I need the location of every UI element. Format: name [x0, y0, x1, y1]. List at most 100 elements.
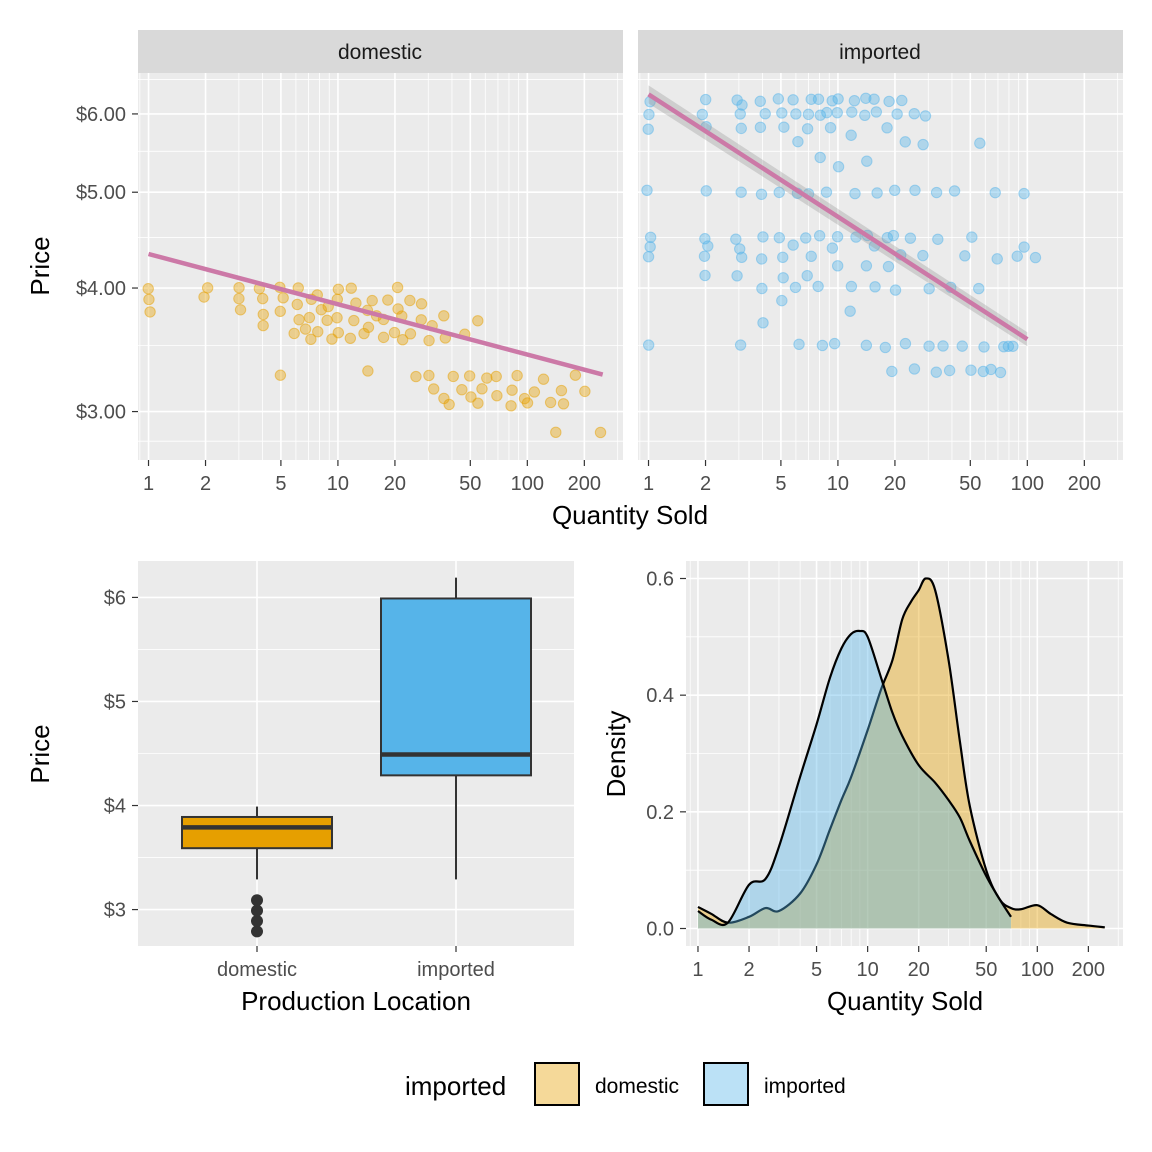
data-point-imported — [948, 185, 961, 197]
data-point-domestic — [345, 282, 357, 294]
data-point-domestic — [392, 303, 404, 315]
density-curve-imported — [697, 629, 1012, 927]
data-point-domestic — [447, 370, 459, 383]
trend-line-imported — [647, 92, 1029, 342]
data-point-domestic — [362, 321, 375, 334]
data-point-imported — [879, 341, 892, 354]
data-point-domestic — [472, 397, 484, 409]
facet-strip-domestic: domestic — [138, 30, 623, 73]
data-point-imported — [787, 94, 799, 106]
data-point-imported — [871, 187, 883, 199]
y-tick-label: $3 — [104, 900, 126, 922]
data-point-imported — [943, 364, 956, 377]
data-point-imported — [734, 108, 746, 120]
data-point-imported — [757, 317, 769, 329]
data-point-imported — [896, 94, 908, 107]
data-point-domestic — [257, 319, 269, 332]
x-tick-label: 1 — [143, 473, 154, 495]
data-point-domestic — [415, 298, 428, 310]
data-point-imported — [826, 242, 839, 254]
data-point-imported — [881, 122, 893, 134]
data-point-imported — [989, 186, 1001, 199]
data-point-imported — [736, 99, 748, 111]
data-point-imported — [937, 340, 949, 352]
data-point-domestic — [404, 328, 417, 340]
data-point-imported — [812, 280, 824, 293]
data-point-imported — [789, 281, 802, 294]
facet-label-domestic: domestic — [338, 41, 422, 64]
scatter-axes: 1 2 5 10 20 50 100 200 1 2 5 10 20 50 100 200 $3.00 $4.00… — [76, 104, 1101, 495]
data-point-imported — [994, 366, 1007, 379]
data-point-imported — [886, 365, 898, 378]
data-point-imported — [821, 106, 833, 119]
box-plot-axes: $3 $4 $5 $6 domestic imported — [104, 587, 495, 981]
data-point-domestic — [491, 389, 503, 402]
scatter-y-axis-title: Price — [25, 236, 55, 295]
legend-key-imported — [703, 1062, 749, 1106]
data-point-imported — [790, 108, 802, 120]
data-point-imported — [917, 249, 929, 262]
data-point-imported — [702, 240, 714, 252]
scatter-panel-domestic — [138, 73, 623, 460]
data-point-domestic — [569, 369, 582, 381]
data-point-imported — [642, 339, 655, 351]
data-point-imported — [734, 243, 746, 255]
data-point-imported — [860, 92, 872, 104]
data-point-imported — [735, 186, 747, 198]
data-point-domestic — [377, 331, 390, 344]
data-point-imported — [881, 232, 894, 244]
y-tick-label: $5.00 — [76, 182, 126, 204]
x-tick-label: imported — [417, 959, 495, 981]
x-tick-label: 2 — [200, 473, 211, 495]
data-point-domestic — [594, 426, 607, 439]
data-point-imported — [759, 108, 771, 120]
data-point-domestic — [410, 370, 422, 383]
data-point-imported — [757, 231, 769, 243]
data-point-domestic — [288, 327, 300, 340]
y-tick-label: 0.4 — [646, 685, 674, 707]
data-point-imported — [930, 186, 943, 199]
outlier-point-domestic — [251, 925, 263, 938]
data-point-domestic — [391, 281, 404, 294]
data-point-imported — [699, 233, 711, 245]
scatter-x-axis-title: Quantity Sold — [552, 500, 708, 530]
data-point-imported — [846, 106, 858, 118]
data-point-imported — [869, 281, 881, 293]
x-tick-label: 2 — [743, 959, 754, 981]
trend-line-domestic — [147, 251, 604, 377]
box-plot-panel — [138, 561, 574, 946]
data-point-domestic — [490, 370, 502, 383]
data-point-imported — [1007, 340, 1019, 352]
data-point-imported — [777, 251, 789, 263]
data-point-imported — [985, 363, 997, 376]
scatter-panel-imported — [638, 73, 1123, 460]
data-point-imported — [700, 185, 712, 197]
box-y-axis-title: Price — [25, 724, 55, 783]
data-point-imported — [1029, 251, 1042, 264]
data-point-domestic — [233, 282, 245, 294]
data-point-domestic — [331, 312, 343, 324]
data-point-imported — [1018, 241, 1030, 253]
data-point-imported — [860, 339, 873, 352]
data-point-domestic — [315, 304, 327, 316]
data-point-imported — [844, 305, 856, 317]
data-point-imported — [801, 123, 814, 135]
facet-strip-imported: imported — [638, 30, 1123, 73]
data-point-imported — [735, 122, 747, 135]
data-point-imported — [801, 269, 813, 282]
data-point-imported — [832, 93, 844, 105]
data-point-domestic — [511, 369, 523, 382]
data-point-domestic — [293, 313, 305, 326]
x-tick-label: domestic — [217, 959, 297, 981]
data-point-imported — [644, 231, 657, 243]
data-point-imported — [1011, 250, 1023, 262]
x-tick-label: 200 — [1068, 473, 1101, 495]
data-point-domestic — [143, 293, 155, 306]
data-point-imported — [772, 93, 785, 105]
data-point-imported — [831, 231, 844, 243]
data-point-imported — [755, 253, 768, 265]
data-point-imported — [642, 123, 654, 135]
data-point-imported — [831, 106, 843, 119]
data-point-imported — [831, 260, 844, 272]
data-point-domestic — [277, 292, 289, 304]
